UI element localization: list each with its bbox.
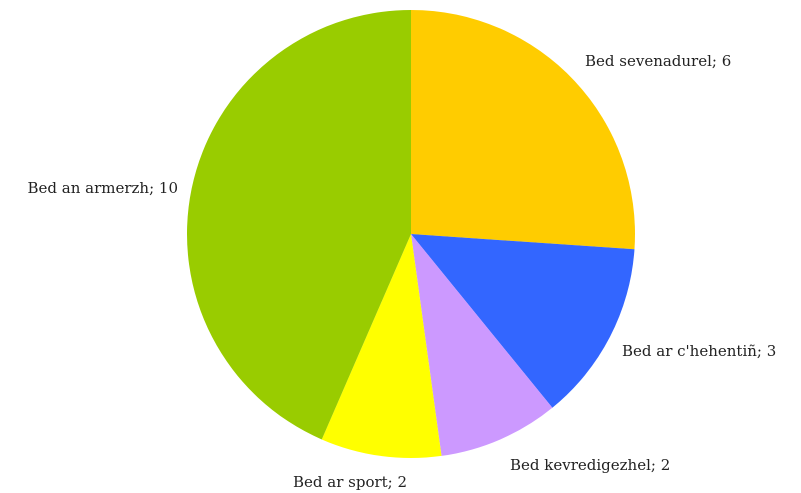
- pie-slice: [321, 234, 442, 459]
- pie-slice: [411, 10, 635, 250]
- slice-label: Bed an armerzh; 10: [28, 179, 179, 197]
- pie-slice: [186, 9, 411, 440]
- slice-label: Bed ar sport; 2: [293, 473, 407, 491]
- slice-label: Bed ar c'hehentiñ; 3: [622, 342, 776, 360]
- slice-label: Bed kevredigezhel; 2: [510, 456, 670, 474]
- slice-label: Bed sevenadurel; 6: [585, 52, 731, 70]
- pie-slice: [411, 234, 553, 456]
- pie-slice: [411, 234, 635, 408]
